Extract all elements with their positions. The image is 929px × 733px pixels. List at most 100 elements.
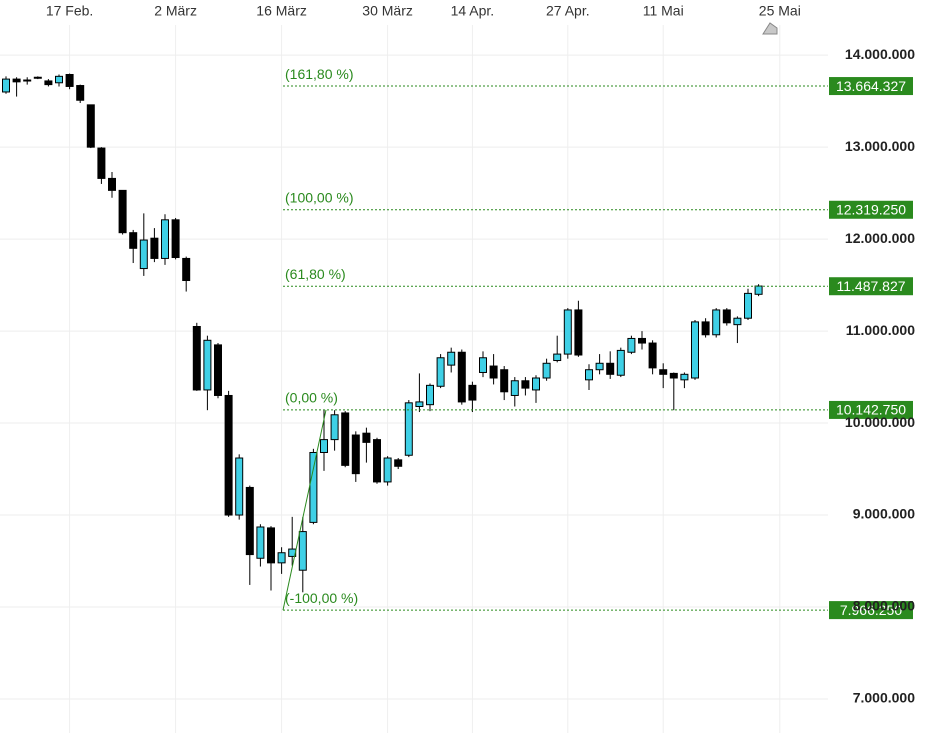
candle-body xyxy=(224,394,233,516)
candle-body xyxy=(479,357,487,373)
x-tick-label: 25 Mai xyxy=(759,3,801,19)
candle-body xyxy=(542,362,551,379)
candle-body xyxy=(373,439,381,483)
candle-body xyxy=(733,317,742,326)
candle-body xyxy=(574,309,583,356)
fib-value-box xyxy=(829,200,913,219)
candle-body xyxy=(267,527,275,564)
candle-body xyxy=(33,76,42,79)
candle-body xyxy=(182,257,191,282)
fib-value-box xyxy=(829,601,913,620)
candle-body xyxy=(691,321,699,379)
candle-body xyxy=(214,344,222,396)
candle-body xyxy=(701,321,710,336)
candle-body xyxy=(298,531,307,571)
candle-body xyxy=(553,353,562,362)
candle-body xyxy=(76,85,85,101)
candle-body xyxy=(86,104,95,148)
candle-body xyxy=(669,372,678,379)
candle-body xyxy=(627,337,636,353)
candle-body xyxy=(563,309,572,355)
candle-body xyxy=(744,292,752,319)
candle-body xyxy=(320,439,328,453)
candle-body xyxy=(277,552,286,564)
x-tick-label: 16 März xyxy=(256,3,307,19)
candle-body xyxy=(341,412,350,466)
candle-body xyxy=(500,369,509,393)
axes: 17 Feb. 2 März 16 März 30 März 14 Apr. 27 Apr… xyxy=(46,3,915,706)
candle-body xyxy=(118,189,127,234)
y-tick-label: 11.000.000 xyxy=(846,322,916,338)
candle-body xyxy=(2,78,10,93)
candle-body xyxy=(129,232,138,249)
candle-body xyxy=(256,526,265,559)
candle-body xyxy=(521,380,530,389)
candle-body xyxy=(44,80,53,86)
candle-body xyxy=(245,486,254,556)
candle-body xyxy=(595,362,604,371)
candle-body xyxy=(192,325,201,391)
candle-body xyxy=(97,147,106,179)
fib-trend-line xyxy=(282,409,327,611)
candle-body xyxy=(351,434,360,475)
candle-body xyxy=(415,401,424,408)
fib-value-box xyxy=(829,277,913,296)
fib-value-box xyxy=(829,77,913,96)
candle-body xyxy=(722,309,731,324)
x-tick-label: 17 Feb. xyxy=(46,3,93,19)
y-tick-label: 12.000.000 xyxy=(845,230,915,246)
candle-body xyxy=(108,177,116,191)
candle-body xyxy=(680,373,689,381)
candle-body xyxy=(23,79,32,82)
candle-body xyxy=(55,75,63,84)
candle-body xyxy=(712,309,721,336)
candle-body xyxy=(12,78,21,83)
y-tick-label: 14.000.000 xyxy=(845,46,915,62)
x-tick-label: 30 März xyxy=(362,3,413,19)
candle-body xyxy=(139,239,148,270)
fib-value-label: 10.142.750 xyxy=(836,402,906,418)
candle-body xyxy=(510,380,519,396)
candle-body xyxy=(150,237,159,259)
y-tick-label: 10.000.000 xyxy=(845,414,915,430)
candle-body xyxy=(161,219,169,259)
fib-label: (-100,00 %) xyxy=(285,590,358,606)
candle-body xyxy=(447,351,456,366)
candles xyxy=(2,73,763,593)
candle-body xyxy=(203,339,212,391)
fibonacci: (161,80 %) 13.664.327 (100,00 %) 12.319.250… xyxy=(282,66,913,620)
candle-body xyxy=(585,369,593,381)
fib-value-label: 13.664.327 xyxy=(836,78,906,94)
candle-body xyxy=(532,377,540,391)
candle-body xyxy=(489,365,498,379)
grid xyxy=(0,25,828,733)
fib-value-label: 7.966.250 xyxy=(840,602,902,618)
candle-body xyxy=(65,73,74,87)
current-marker xyxy=(762,22,778,35)
fib-value-label: 12.319.250 xyxy=(836,201,906,217)
y-tick-label: 9.000.000 xyxy=(853,506,915,522)
candle-body xyxy=(754,285,763,295)
candle-body xyxy=(235,457,244,516)
candle-body xyxy=(383,457,392,483)
candle-body xyxy=(638,337,646,344)
fib-label: (100,00 %) xyxy=(285,189,353,205)
candle-body xyxy=(309,451,318,523)
candle-body xyxy=(330,414,339,441)
candle-body xyxy=(394,459,403,467)
fib-value-label: 11.487.827 xyxy=(836,278,905,294)
x-tick-label: 11 Mai xyxy=(643,3,684,19)
candle-body xyxy=(468,384,477,401)
y-tick-label: 7.000.000 xyxy=(853,690,915,706)
candle-body xyxy=(616,349,625,376)
fib-label: (61,80 %) xyxy=(285,266,346,282)
y-tick-label: 13.000.000 xyxy=(845,138,915,154)
fib-value-box xyxy=(829,400,913,419)
y-tick-label: 8.000.000 xyxy=(853,598,915,614)
candle-body xyxy=(426,384,434,406)
fib-label: (161,80 %) xyxy=(285,66,353,82)
x-tick-label: 27 Apr. xyxy=(546,3,590,19)
candle-body xyxy=(606,362,615,375)
candle-body xyxy=(648,342,657,369)
